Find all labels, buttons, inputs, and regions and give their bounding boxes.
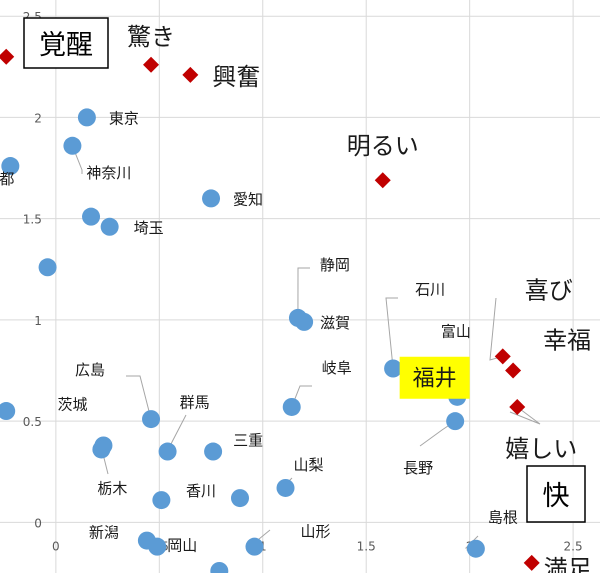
prefecture-point [63,136,82,155]
prefecture-label: 山梨 [294,456,324,474]
emotion-point [523,554,540,571]
emotion-point [494,348,511,365]
prefecture-label: 茨城 [57,395,87,413]
emotion-label: 明るい [347,132,419,160]
prefecture-point [92,440,111,459]
y-tick-label: 0.5 [23,415,42,429]
prefecture-point [384,359,403,378]
emotion-point [0,48,15,65]
prefecture-label: 石川 [415,281,445,299]
x-tick-label: 2.5 [564,539,583,553]
leader-line [126,375,152,420]
y-tick-label: 1.5 [23,213,42,227]
prefecture-label: 長野 [403,459,433,477]
emotion-point [374,172,391,189]
emotion-label: 幸福 [543,327,591,355]
prefecture-point [446,412,465,431]
prefecture-label: 東京 [109,109,139,127]
emotion-point [182,66,199,83]
prefecture-point [1,157,20,176]
axis-names: 覚醒快 [23,17,586,523]
y-axis-name-box [23,17,109,69]
prefecture-label: 広島 [75,361,105,379]
prefecture-label: 京都 [0,170,14,188]
emotion-label: 興奮 [212,63,260,91]
x-tick-label: 0 [52,539,60,553]
prefecture-label: 富山 [441,323,471,341]
x-axis-name-box [526,465,586,523]
prefecture-label: 愛知 [233,190,263,208]
prefecture-point [77,108,96,127]
y-tick-label: 2 [34,111,42,125]
prefecture-point [282,397,301,416]
highlight-box [399,356,470,399]
emotion-label: 満足 [544,555,592,573]
prefecture-point [466,539,485,558]
x-axis-label: 快 [543,481,570,512]
y-axis-label: 覚醒 [39,30,93,61]
leader-line [385,297,398,369]
prefecture-point [82,207,101,226]
prefecture-label: 香川 [186,482,216,500]
highlight-label: 福井 [413,367,457,392]
y-tick-label: 0 [34,516,42,530]
prefecture-point [152,491,171,510]
prefecture-label: 岡山 [167,537,197,555]
prefecture-label: 神奈川 [86,164,131,182]
prefecture-label: 三重 [233,432,263,450]
emotion-point [509,398,526,415]
prefecture-point [148,537,167,556]
prefecture-point [0,402,16,421]
prefecture-label: 島根 [488,509,518,527]
prefecture-point [245,537,264,556]
prefecture-label: 群馬 [180,394,210,412]
prefecture-point [142,410,161,429]
prefecture-label: 埼玉 [134,219,164,237]
emotion-point [505,362,522,379]
prefecture-point [38,258,57,277]
x-tick-label: 1.5 [357,539,376,553]
y-tick-label: 1 [34,314,42,328]
leader-line [509,406,541,425]
prefecture-point [231,489,249,508]
prefecture-label: 栃木 [97,479,127,497]
prefecture-label: 滋賀 [320,314,350,332]
prefecture-label: 山形 [300,523,330,541]
data-points [0,48,540,573]
emotion-label: 喜び [525,276,573,304]
prefecture-point [202,189,221,208]
prefecture-point [276,478,295,497]
prefecture-label: 新潟 [89,524,119,542]
prefecture-point [158,442,177,461]
emotion-point [143,56,160,73]
emotion-label: 驚き [127,23,175,51]
emotion-label: 嬉しい [505,435,577,463]
prefecture-point [100,217,119,236]
leader-line [297,267,310,318]
prefecture-point [295,312,314,331]
prefecture-label: 静岡 [320,256,350,274]
prefecture-label: 岐阜 [322,359,352,377]
prefecture-point [204,442,223,461]
prefecture-point [210,561,229,573]
